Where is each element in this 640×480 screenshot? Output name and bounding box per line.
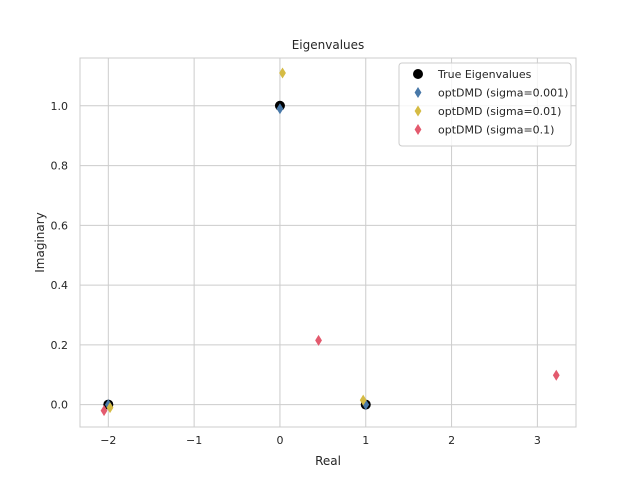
chart-title: Eigenvalues [292,38,365,52]
legend-entry: True Eigenvalues [413,68,532,81]
legend-label: optDMD (sigma=0.001) [438,87,568,100]
series-2 [106,67,367,414]
diamond-point [279,67,286,79]
x-axis-title: Real [315,454,341,468]
diamond-point [106,402,114,414]
x-tick-labels: −2 −1 0 1 2 3 [100,434,541,447]
legend-diamond-marker [414,87,422,98]
diamond-point [100,405,108,417]
x-tick-label: −2 [100,434,116,447]
legend-label: optDMD (sigma=0.01) [438,105,561,118]
x-tick-label: −1 [186,434,202,447]
x-tick-label: 2 [448,434,455,447]
x-tick-label: 0 [276,434,283,447]
plot-frame [79,57,577,428]
y-tick-label: 0.8 [51,160,69,173]
legend-diamond-marker [414,105,422,117]
legend-entry: optDMD (sigma=0.001) [414,87,568,100]
legend-entries: True Eigenvalues optDMD (sigma=0.001) optD… [413,68,568,137]
diamond-point [276,103,284,115]
y-tick-label: 0.0 [51,399,69,412]
grid [80,58,576,427]
diamond-point [552,369,560,381]
legend-entry: optDMD (sigma=0.1) [414,124,554,137]
legend-entry: optDMD (sigma=0.01) [414,105,561,118]
y-tick-label: 0.6 [51,219,69,232]
y-tick-label: 0.2 [51,339,69,352]
y-tick-label: 0.4 [51,279,69,292]
diamond-point [315,334,322,346]
legend: True Eigenvalues optDMD (sigma=0.001) optD… [398,62,572,147]
x-tick-label: 1 [362,434,369,447]
y-axis-title: Imaginary [33,212,47,273]
y-tick-labels: 0.0 0.2 0.4 0.6 0.8 1.0 [51,100,69,412]
legend-circle-marker [413,69,423,79]
legend-label: True Eigenvalues [437,68,532,81]
legend-frame [398,62,572,147]
x-tick-label: 3 [534,434,541,447]
data-points [100,67,560,417]
legend-diamond-marker [414,124,422,135]
diamond-point [104,399,112,411]
legend-label: optDMD (sigma=0.1) [438,124,554,137]
y-tick-label: 1.0 [51,100,69,113]
series-3 [100,334,560,417]
diamond-point [359,394,367,406]
